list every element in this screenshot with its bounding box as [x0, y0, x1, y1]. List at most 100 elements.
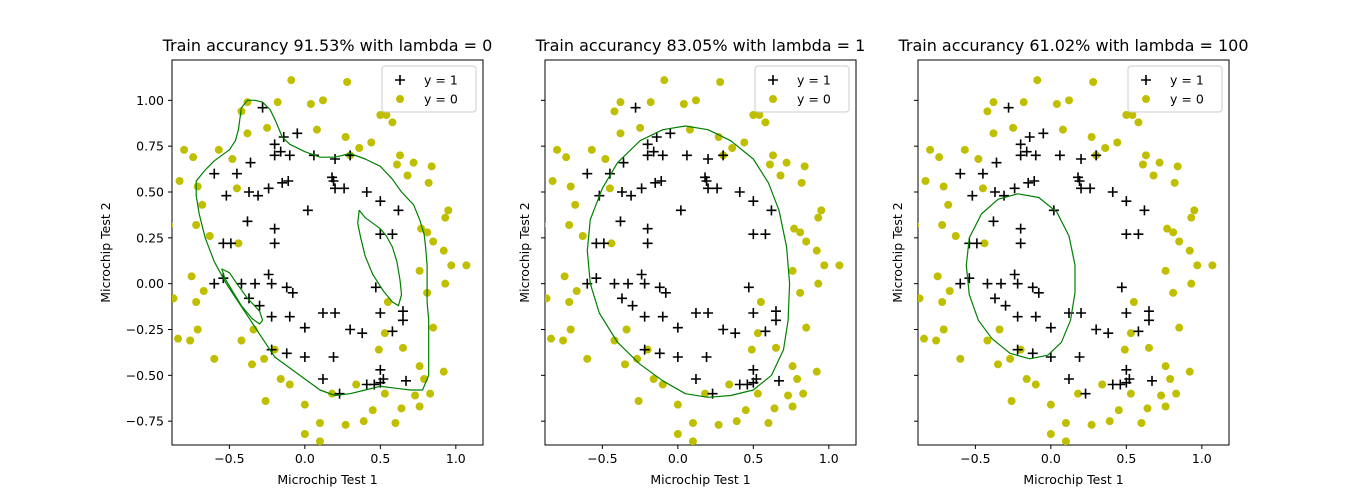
- x-tick-label: 1.0: [819, 451, 839, 466]
- negative-point: [243, 98, 252, 107]
- negative-point: [578, 232, 587, 240]
- negative-point: [1087, 420, 1096, 429]
- negative-point: [318, 96, 327, 105]
- negative-point: [1105, 417, 1114, 426]
- negative-point: [622, 325, 631, 334]
- negative-point: [989, 98, 998, 107]
- positive-point: [339, 183, 350, 194]
- positive-point: [648, 146, 659, 157]
- x-tick-label: 0.0: [668, 451, 688, 466]
- positive-point: [209, 278, 220, 289]
- positive-point: [718, 150, 729, 161]
- negative-point: [753, 389, 762, 398]
- negative-point: [441, 279, 450, 288]
- negative-point: [673, 400, 682, 409]
- negative-point: [782, 158, 791, 167]
- negative-point: [359, 417, 368, 426]
- negative-point: [232, 184, 241, 193]
- positive-point: [616, 187, 627, 197]
- negative-point: [415, 266, 424, 275]
- positive-point: [1091, 324, 1102, 335]
- negative-point: [1173, 162, 1182, 171]
- positive-point: [626, 190, 637, 201]
- negative-point: [995, 325, 1004, 334]
- positive-point: [1121, 364, 1132, 375]
- positive-point: [1015, 238, 1026, 249]
- positive-point: [361, 187, 372, 197]
- negative-point: [1138, 160, 1147, 169]
- negative-point: [355, 144, 364, 152]
- negative-point: [741, 406, 750, 415]
- positive-point: [642, 150, 653, 161]
- negative-point: [621, 360, 630, 369]
- negative-point: [1009, 123, 1018, 132]
- negative-point: [447, 261, 456, 270]
- negative-point: [1074, 389, 1083, 398]
- positive-point: [1139, 205, 1150, 216]
- positive-point: [672, 352, 683, 362]
- negative-point: [1007, 397, 1016, 405]
- negative-point: [462, 261, 471, 270]
- negative-point: [788, 402, 797, 411]
- negative-point: [172, 294, 178, 303]
- positive-point: [1023, 177, 1034, 188]
- positive-point: [1045, 352, 1056, 362]
- positive-point: [718, 324, 729, 335]
- positive-point: [231, 168, 242, 179]
- negative-point: [1175, 237, 1184, 246]
- positive-point: [281, 348, 292, 359]
- positive-point: [1029, 176, 1040, 186]
- axes-frame: [171, 59, 484, 446]
- negative-point: [802, 237, 811, 246]
- positive-point: [999, 190, 1010, 201]
- negative-point: [1113, 138, 1122, 147]
- negative-point: [397, 404, 406, 413]
- positive-point: [654, 348, 665, 359]
- negative-point: [1190, 206, 1199, 215]
- negative-point: [392, 160, 401, 169]
- positive-point: [284, 311, 295, 322]
- positive-point: [964, 273, 975, 284]
- positive-point: [378, 374, 389, 384]
- negative-point: [1141, 151, 1150, 160]
- positive-point: [1003, 102, 1014, 113]
- positive-point: [1015, 150, 1026, 161]
- legend-dot-marker: [1142, 95, 1150, 103]
- negative-point: [607, 239, 616, 248]
- positive-point: [615, 216, 626, 227]
- negative-point: [376, 111, 385, 119]
- legend-plus-marker: [768, 75, 778, 85]
- positive-point: [700, 172, 711, 183]
- positive-point: [277, 177, 288, 188]
- positive-point: [281, 282, 292, 293]
- negative-point: [423, 228, 432, 237]
- positive-point: [1009, 183, 1020, 194]
- negative-point: [186, 336, 195, 345]
- negative-point: [1157, 391, 1166, 400]
- negative-point: [1208, 261, 1217, 270]
- positive-point: [988, 216, 999, 227]
- negative-point: [980, 239, 989, 248]
- negative-point: [565, 298, 574, 306]
- positive-point: [375, 308, 386, 318]
- negative-point: [380, 329, 389, 338]
- positive-point: [770, 306, 781, 317]
- negative-point: [172, 222, 173, 228]
- legend-label-positive: y = 1: [424, 73, 458, 88]
- positive-point: [263, 183, 274, 194]
- positive-point: [989, 187, 1000, 197]
- positive-point: [672, 322, 683, 333]
- negative-point: [765, 160, 774, 169]
- negative-point: [368, 406, 377, 415]
- negative-point: [343, 78, 352, 86]
- negative-point: [1193, 261, 1202, 270]
- positive-point: [967, 190, 978, 201]
- negative-point: [1114, 406, 1123, 415]
- negative-point: [933, 272, 942, 281]
- positive-point: [397, 315, 408, 326]
- positive-point: [263, 269, 274, 280]
- negative-point: [300, 400, 309, 409]
- axes-frame: [544, 59, 857, 446]
- negative-point: [921, 177, 930, 185]
- negative-point: [616, 129, 625, 138]
